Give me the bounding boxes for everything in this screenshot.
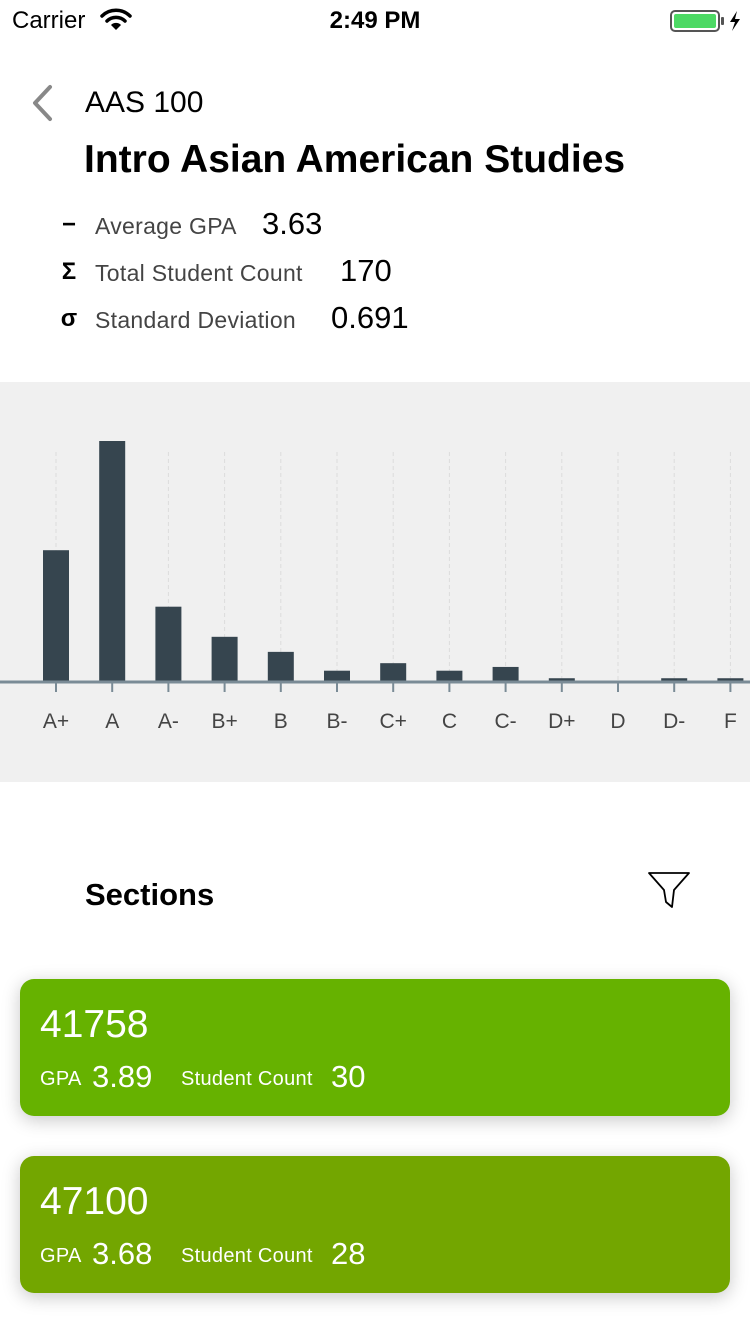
student-count-value: 28: [331, 1236, 366, 1271]
student-count-label: Student Count: [181, 1068, 313, 1090]
grade-distribution-svg: A+ A A- B+ B B- C+ C C- D+ D D- F: [0, 441, 750, 733]
gpa-label: GPA: [40, 1245, 82, 1267]
x-tick-label: B: [274, 710, 288, 733]
battery-icon: [670, 9, 744, 38]
x-tick-label: D-: [663, 710, 685, 733]
wifi-icon: [100, 8, 132, 37]
stat-value: 3.63: [262, 206, 323, 241]
bar-D-: [661, 678, 688, 682]
bar-C: [436, 670, 463, 682]
sigma-icon: Σ: [61, 258, 77, 285]
chevron-left-icon: [33, 85, 52, 121]
section-number: 41758: [40, 1003, 149, 1046]
section-card[interactable]: 41758 GPA 3.89 Student Count 30: [20, 979, 730, 1116]
filter-button[interactable]: [646, 870, 692, 910]
student-count-value: 30: [331, 1059, 366, 1094]
student-count-label: Student Count: [181, 1245, 313, 1267]
mean-icon: −: [61, 211, 76, 238]
gpa-label: GPA: [40, 1068, 82, 1090]
course-code: AAS 100: [85, 86, 204, 119]
bar-A+: [43, 550, 69, 682]
stat-label: Total Student Count: [95, 260, 303, 286]
stat-value: 170: [340, 253, 392, 288]
sections-heading: Sections: [85, 877, 215, 912]
x-tick-label: B-: [327, 710, 348, 733]
back-button[interactable]: [28, 84, 58, 124]
bar-A-: [155, 606, 182, 682]
status-bar: Carrier 2:49 PM: [0, 0, 750, 40]
x-tick-label: B+: [211, 710, 237, 733]
bar-A: [99, 441, 126, 682]
std-dev-icon: σ: [60, 305, 78, 332]
stat-label: Standard Deviation: [95, 307, 297, 333]
bar-B+: [211, 636, 238, 682]
bar-B-: [324, 670, 350, 682]
x-tick-label: F: [724, 710, 737, 733]
x-tick-label: D: [610, 710, 625, 733]
gpa-value: 3.89: [92, 1059, 153, 1094]
clock: 2:49 PM: [329, 7, 421, 34]
gpa-value: 3.68: [92, 1236, 153, 1271]
x-tick-label: D+: [548, 710, 575, 733]
filter-icon: [648, 872, 690, 908]
x-tick-label: C+: [379, 710, 406, 733]
bar-C-: [492, 666, 519, 682]
x-tick-label: C-: [495, 710, 517, 733]
x-tick-label: A+: [43, 710, 69, 733]
x-tick-label: A-: [158, 710, 179, 733]
grade-distribution-chart: A+ A A- B+ B B- C+ C C- D+ D D- F: [0, 382, 750, 782]
bar-D+: [548, 678, 575, 682]
stat-label: Average GPA: [95, 213, 237, 239]
bar-B: [267, 651, 294, 682]
section-number: 47100: [40, 1180, 149, 1223]
course-title: Intro Asian American Studies: [84, 138, 626, 181]
bar-C+: [380, 663, 407, 682]
bar-F: [717, 678, 744, 682]
stat-value: 0.691: [331, 300, 409, 335]
x-tick-label: C: [442, 710, 457, 733]
section-card[interactable]: 47100 GPA 3.68 Student Count 28: [20, 1156, 730, 1293]
carrier-label: Carrier: [12, 7, 86, 34]
x-tick-label: A: [105, 710, 119, 733]
